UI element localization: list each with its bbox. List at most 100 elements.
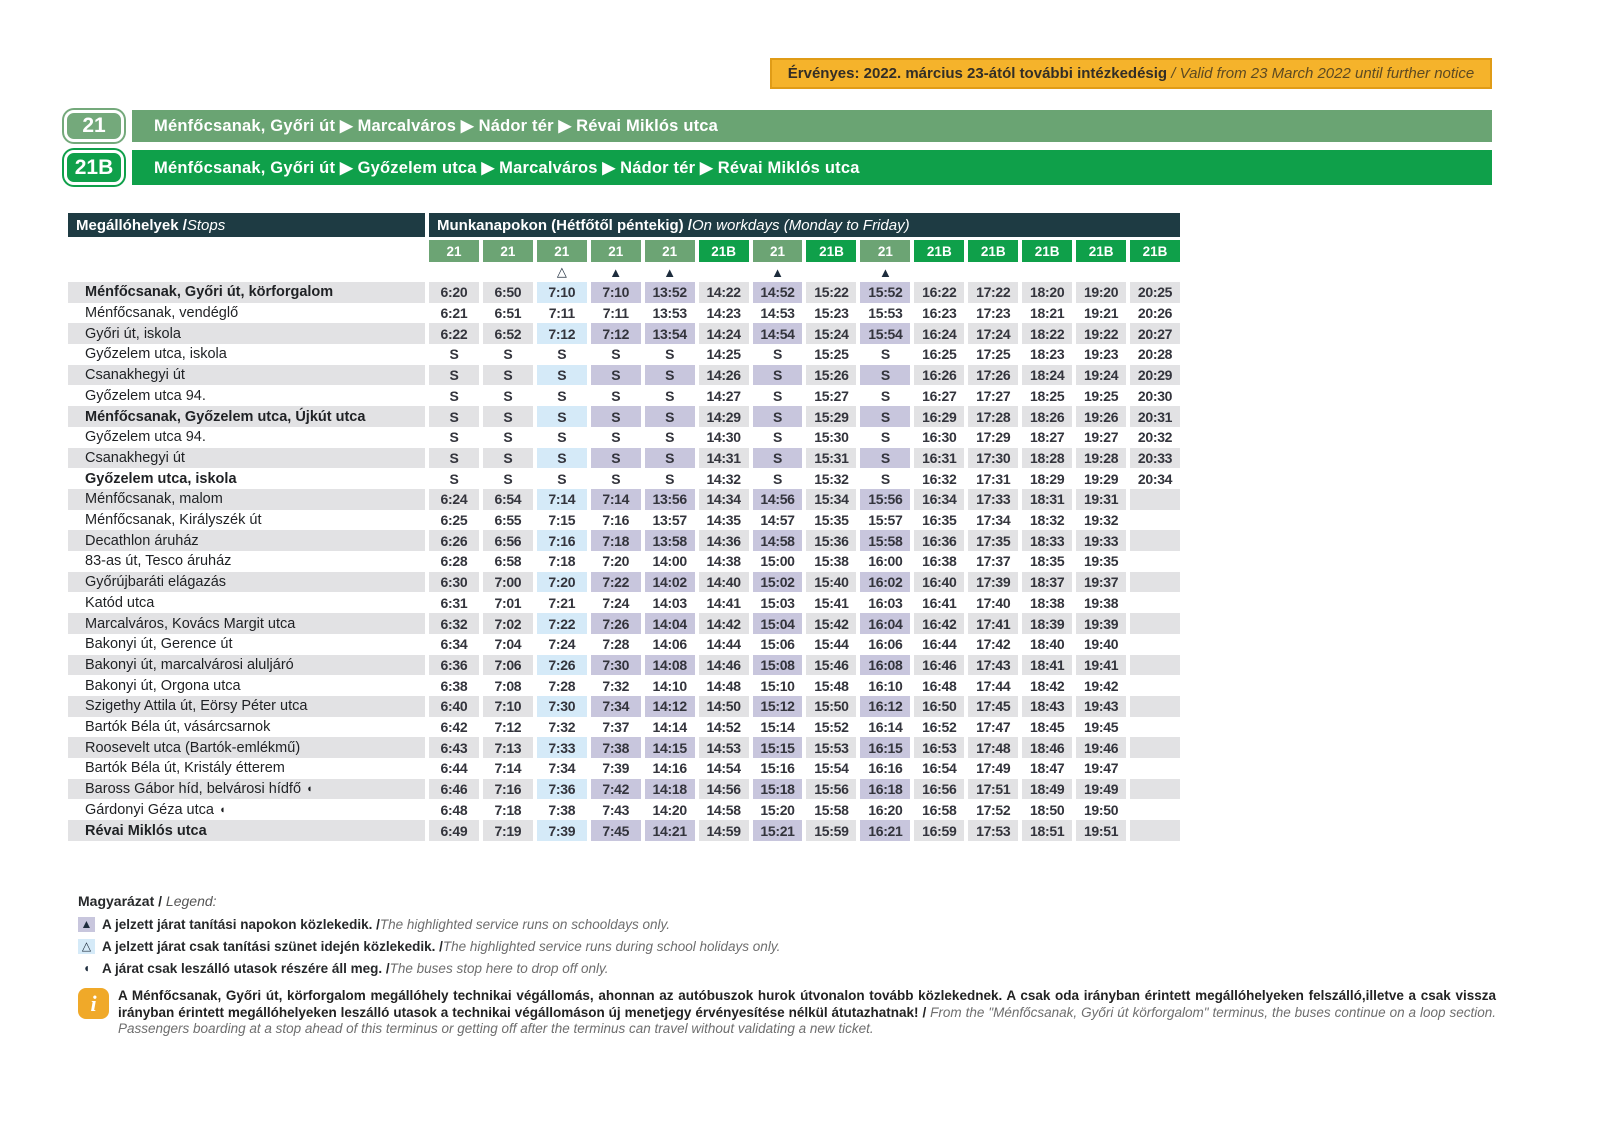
stop-name: Győzelem utca 94.	[85, 429, 206, 446]
stop-name: Győrújbaráti elágazás	[68, 571, 425, 593]
route-row-21B: 21B Ménfőcsanak, Győri út ▶ Győzelem utc…	[64, 150, 1492, 185]
time-cell: 13:57	[652, 512, 688, 529]
time-cell: 7:12	[590, 323, 641, 345]
symbol-empty	[1076, 262, 1126, 282]
time-cell: S	[860, 406, 911, 427]
time-cell: 16:14	[868, 719, 903, 736]
time-cell: 14:29	[698, 406, 749, 427]
time-cell: 18:42	[1030, 677, 1065, 694]
time-cell: 15:52	[814, 719, 849, 736]
time-cell: S	[557, 470, 567, 487]
time-cell: 14:24	[698, 323, 749, 345]
days-header: Munkanapokon (Hétfőtől péntekig) / On wo…	[429, 213, 1180, 237]
time-cell: 16:16	[868, 760, 903, 777]
time-cell: 6:22	[429, 323, 479, 345]
time-cell: 15:35	[814, 512, 849, 529]
time-cell: 6:25	[440, 512, 468, 529]
time-cell: 13:54	[644, 323, 695, 345]
time-cell: 16:58	[922, 801, 957, 818]
time-cell: 15:58	[860, 530, 911, 552]
column-header-21: 21	[482, 240, 533, 262]
column-header-21: 21	[590, 240, 641, 262]
time-cell: 15:15	[752, 737, 803, 759]
time-cell: 15:50	[806, 696, 857, 717]
time-cell: 16:29	[914, 406, 965, 427]
time-cell: 14:53	[698, 737, 749, 759]
time-cell: 16:12	[860, 696, 911, 717]
time-cell: 16:06	[868, 636, 903, 653]
table-row: Bakonyi út, marcalvárosi aluljáró 6:36 7:0…	[68, 654, 1180, 676]
validity-text-en: / Valid from 23 March 2022 until further…	[1167, 65, 1475, 82]
time-cell: S	[860, 447, 911, 469]
time-cell: 14:50	[698, 696, 749, 717]
time-cell: 14:56	[752, 489, 803, 510]
time-cell: 16:20	[868, 801, 903, 818]
time-cell: 7:16	[482, 778, 533, 800]
time-cell: 13:52	[644, 282, 695, 303]
symbol-empty	[429, 262, 479, 282]
time-cell-empty	[1130, 654, 1180, 676]
table-row: Ménfőcsanak, Győzelem utca, Újkút utca S S…	[68, 406, 1180, 427]
symbol-empty	[699, 262, 749, 282]
info-text-hu: A Ménfőcsanak, Győri út, körforgalom meg…	[118, 988, 1496, 1020]
time-cell: 7:38	[548, 801, 576, 818]
time-cell: 15:26	[806, 364, 857, 386]
time-cell: 14:36	[698, 530, 749, 552]
time-cell: 17:48	[968, 737, 1019, 759]
time-cell-empty	[1130, 571, 1180, 593]
time-cell: 15:03	[760, 594, 795, 611]
time-cell: 14:27	[706, 387, 741, 404]
legend: Magyarázat / Legend: ▲ A jelzett járat ta…	[78, 893, 780, 982]
time-cell: 6:58	[494, 553, 522, 570]
time-cell: 7:12	[494, 719, 522, 736]
time-cell: 17:30	[968, 447, 1019, 469]
time-cell: 19:31	[1076, 489, 1127, 510]
time-cell: 7:20	[536, 571, 587, 593]
time-cell: 16:53	[914, 737, 965, 759]
time-cell: 14:52	[706, 719, 741, 736]
legend-text-en: The highlighted service runs on schoolda…	[379, 916, 670, 932]
table-row: Győrújbaráti elágazás 6:30 7:00 7:20 7:22 14:…	[68, 571, 1180, 593]
table-row: Marcalváros, Kovács Margit utca 6:32 7:02 7…	[68, 613, 1180, 634]
column-header-21B: 21B	[1130, 240, 1180, 262]
time-cell: 14:00	[652, 553, 688, 570]
time-cell: 6:30	[429, 571, 479, 593]
time-cell: 18:43	[1022, 696, 1073, 717]
time-cell: 19:47	[1083, 760, 1119, 777]
column-header-21B: 21B	[914, 240, 965, 262]
time-cell: 18:21	[1030, 305, 1065, 322]
stop-name: Révai Miklós utca	[68, 820, 425, 841]
time-cell: S	[665, 429, 675, 446]
legend-text-en: The buses stop here to drop off only.	[389, 960, 609, 976]
time-cell: 7:39	[602, 760, 630, 777]
time-cell: 16:10	[868, 677, 903, 694]
schoolday-triangle-icon: ▲	[663, 264, 677, 280]
time-cell: 17:27	[976, 387, 1011, 404]
time-cell: 6:34	[440, 636, 468, 653]
stop-name: Győzelem utca, iskola	[85, 470, 237, 487]
time-cell: 19:38	[1083, 594, 1119, 611]
time-cell: 7:28	[548, 677, 576, 694]
time-cell: 15:52	[860, 282, 911, 303]
time-cell: 14:58	[706, 801, 741, 818]
legend-text-hu: A jelzett járat csak tanítási szünet ide…	[102, 938, 443, 954]
time-cell: 14:32	[706, 470, 741, 487]
time-cell: 15:29	[806, 406, 857, 427]
time-cell: 6:55	[494, 512, 522, 529]
schoolday-triangle-icon: ▲	[771, 264, 784, 280]
time-cell: 15:54	[860, 323, 911, 345]
time-cell: 18:51	[1022, 820, 1073, 841]
time-cell: 14:06	[652, 636, 688, 653]
time-cell: 13:56	[644, 489, 695, 510]
time-cell: 16:36	[914, 530, 965, 552]
time-cell: 16:46	[914, 654, 965, 676]
time-cell: 7:14	[536, 489, 587, 510]
time-cell-empty	[1130, 820, 1180, 841]
time-cell-empty	[1130, 489, 1180, 510]
time-cell: S	[482, 364, 533, 386]
time-cell: 16:48	[922, 677, 957, 694]
time-cell: S	[752, 364, 803, 386]
time-cell: 19:42	[1083, 677, 1119, 694]
time-cell: 6:38	[440, 677, 468, 694]
time-cell: 20:28	[1137, 346, 1173, 363]
